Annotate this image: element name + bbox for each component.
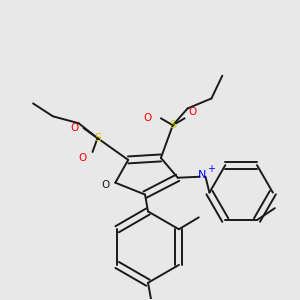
Text: O: O	[188, 107, 197, 117]
Text: O: O	[70, 123, 79, 133]
Text: S: S	[94, 133, 101, 143]
Text: S: S	[169, 120, 176, 130]
Text: N: N	[198, 170, 207, 180]
Text: +: +	[207, 164, 215, 174]
Text: O: O	[79, 153, 87, 163]
Text: O: O	[101, 180, 110, 190]
Text: O: O	[143, 113, 151, 123]
